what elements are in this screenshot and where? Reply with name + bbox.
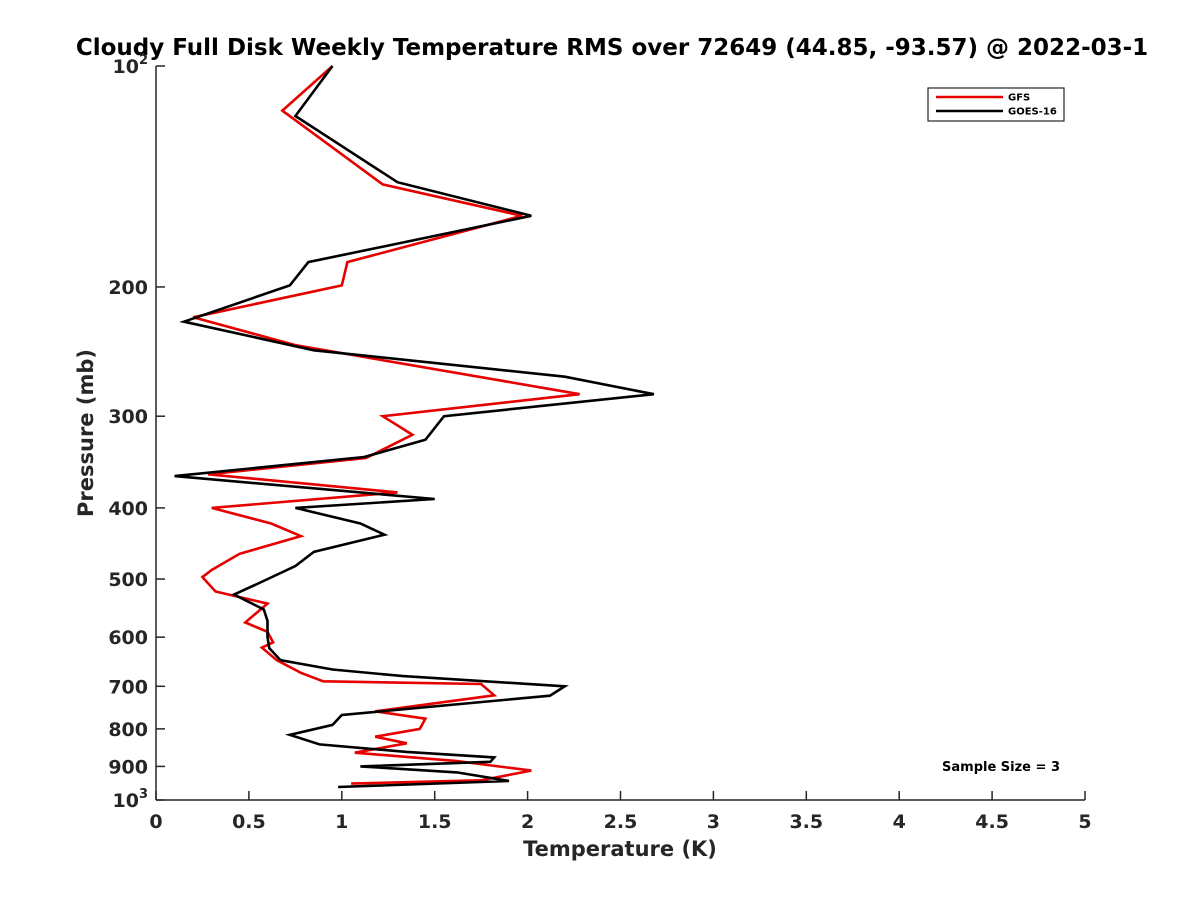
chart-title: Cloudy Full Disk Weekly Temperature RMS …	[76, 35, 1148, 61]
y-axis-label: Pressure (mb)	[74, 349, 98, 517]
y-tick-label: 900	[108, 756, 148, 778]
x-tick-label: 0	[149, 811, 162, 833]
legend-label-goes-16: GOES-16	[1008, 107, 1057, 118]
sample-size-annotation: Sample Size = 3	[942, 760, 1060, 775]
y-tick-label: 500	[108, 569, 148, 591]
x-tick-label: 5	[1078, 811, 1091, 833]
y-tick-label: 200	[108, 277, 148, 299]
y-tick-label: 102	[113, 53, 149, 78]
y-tick-label: 600	[108, 627, 148, 649]
legend-label-gfs: GFS	[1008, 93, 1030, 104]
legend-box	[927, 87, 1065, 122]
x-axis-label: Temperature (K)	[523, 837, 717, 861]
x-tick-label: 1	[335, 811, 348, 833]
x-tick-label: 2	[521, 811, 534, 833]
x-tick-label: 3	[707, 811, 720, 833]
legend: GFS GOES-16	[927, 87, 1065, 122]
x-tick-label: 1.5	[418, 811, 452, 833]
y-tick-label: 400	[108, 498, 148, 520]
x-tick-label: 3.5	[789, 811, 823, 833]
x-tick-label: 4.5	[975, 811, 1009, 833]
y-tick-label: 800	[108, 719, 148, 741]
y-tick-label: 103	[113, 787, 149, 812]
series-line-gfs	[192, 65, 580, 785]
x-tick-label: 2.5	[604, 811, 638, 833]
x-tick-label: 0.5	[232, 811, 266, 833]
y-tick-label: 700	[108, 676, 148, 698]
y-tick-label: 300	[108, 406, 148, 428]
series-line-goes-16	[174, 65, 655, 789]
x-tick-label: 4	[893, 811, 906, 833]
